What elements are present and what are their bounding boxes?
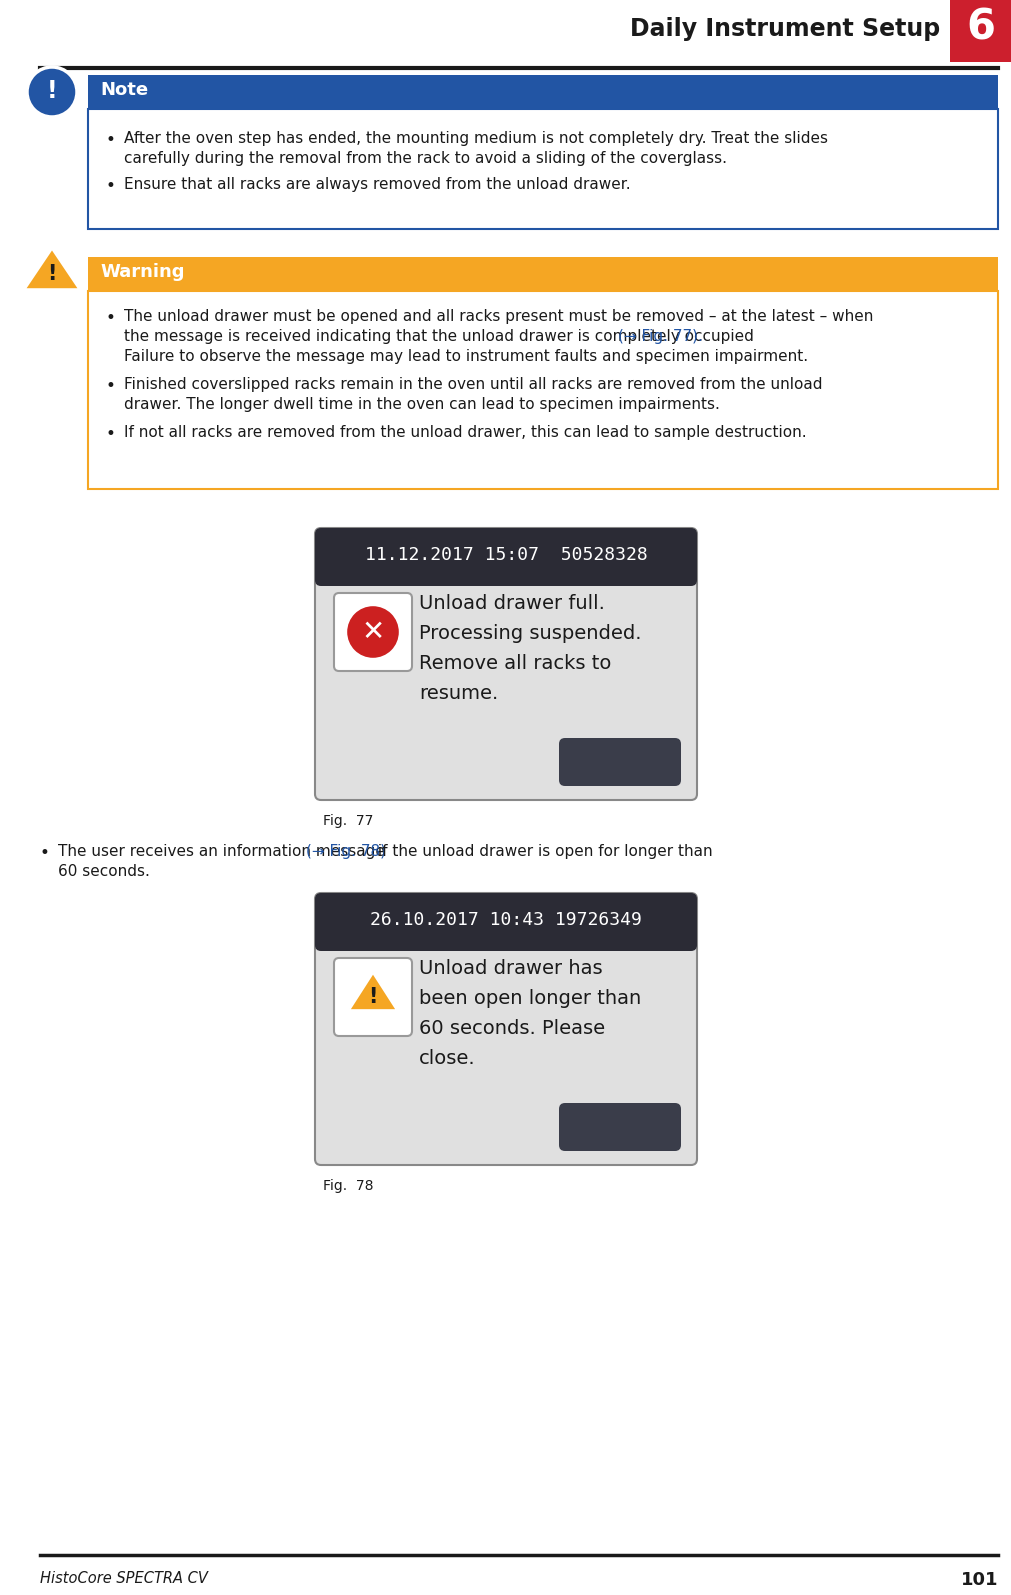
Bar — [88, 257, 997, 290]
Text: (→ Fig. 78): (→ Fig. 78) — [305, 844, 385, 860]
Bar — [949, 0, 1011, 62]
FancyBboxPatch shape — [558, 738, 680, 786]
Text: Unload drawer has: Unload drawer has — [419, 959, 602, 978]
Bar — [88, 108, 997, 230]
FancyBboxPatch shape — [558, 1104, 680, 1152]
Text: The user receives an information message: The user receives an information message — [58, 844, 389, 860]
Text: Ensure that all racks are always removed from the unload drawer.: Ensure that all racks are always removed… — [124, 177, 630, 191]
Text: the message is received indicating that the unload drawer is completely occupied: the message is received indicating that … — [124, 329, 758, 345]
Text: HistoCore SPECTRA CV: HistoCore SPECTRA CV — [40, 1571, 207, 1585]
Text: 60 seconds. Please: 60 seconds. Please — [419, 1019, 605, 1038]
Text: Unload drawer full.: Unload drawer full. — [419, 593, 605, 612]
Text: •: • — [106, 376, 116, 396]
Text: !: ! — [368, 987, 377, 1006]
Text: Processing suspended.: Processing suspended. — [419, 624, 641, 643]
Text: After the oven step has ended, the mounting medium is not completely dry. Treat : After the oven step has ended, the mount… — [124, 131, 827, 147]
Bar — [88, 290, 997, 490]
Text: Fig.  77: Fig. 77 — [323, 813, 373, 828]
FancyBboxPatch shape — [334, 959, 411, 1037]
Text: Remove all racks to: Remove all racks to — [419, 654, 611, 673]
Text: 101: 101 — [959, 1571, 997, 1589]
FancyBboxPatch shape — [314, 528, 697, 801]
Text: Finished coverslipped racks remain in the oven until all racks are removed from : Finished coverslipped racks remain in th… — [124, 376, 822, 392]
Text: if the unload drawer is open for longer than: if the unload drawer is open for longer … — [372, 844, 712, 860]
Text: Ok: Ok — [606, 1118, 633, 1137]
FancyBboxPatch shape — [334, 593, 411, 671]
Text: •: • — [106, 131, 116, 148]
Text: 6: 6 — [966, 6, 995, 48]
Text: !: ! — [47, 80, 58, 104]
Text: !: ! — [48, 265, 57, 284]
Circle shape — [27, 67, 77, 116]
Text: •: • — [106, 309, 116, 327]
Text: resume.: resume. — [419, 684, 497, 703]
Text: Failure to observe the message may lead to instrument faults and specimen impair: Failure to observe the message may lead … — [124, 349, 808, 364]
Text: drawer. The longer dwell time in the oven can lead to specimen impairments.: drawer. The longer dwell time in the ove… — [124, 397, 719, 412]
Text: 26.10.2017 10:43 19726349: 26.10.2017 10:43 19726349 — [370, 911, 641, 928]
Text: Fig.  78: Fig. 78 — [323, 1179, 373, 1193]
Text: •: • — [106, 177, 116, 195]
Text: close.: close. — [419, 1050, 475, 1069]
Text: •: • — [40, 844, 50, 861]
FancyBboxPatch shape — [314, 528, 697, 585]
Text: Note: Note — [100, 81, 148, 99]
Text: been open longer than: been open longer than — [419, 989, 641, 1008]
Polygon shape — [349, 973, 396, 1010]
Bar — [88, 75, 997, 108]
Text: Daily Instrument Setup: Daily Instrument Setup — [629, 18, 939, 41]
Text: carefully during the removal from the rack to avoid a sliding of the coverglass.: carefully during the removal from the ra… — [124, 152, 726, 166]
Text: Ok: Ok — [606, 753, 633, 772]
Bar — [320, 568, 691, 581]
Bar — [320, 933, 691, 944]
Text: (→ Fig. 77).: (→ Fig. 77). — [618, 329, 703, 345]
Polygon shape — [24, 247, 80, 290]
Circle shape — [346, 605, 399, 659]
FancyBboxPatch shape — [314, 893, 697, 1164]
Text: Warning: Warning — [100, 263, 184, 281]
Text: If not all racks are removed from the unload drawer, this can lead to sample des: If not all racks are removed from the un… — [124, 424, 806, 440]
Text: 60 seconds.: 60 seconds. — [58, 864, 150, 879]
Text: •: • — [106, 424, 116, 443]
Text: ✕: ✕ — [361, 617, 384, 646]
Text: 11.12.2017 15:07  50528328: 11.12.2017 15:07 50528328 — [364, 545, 647, 565]
Text: The unload drawer must be opened and all racks present must be removed – at the : The unload drawer must be opened and all… — [124, 309, 872, 324]
FancyBboxPatch shape — [314, 893, 697, 951]
